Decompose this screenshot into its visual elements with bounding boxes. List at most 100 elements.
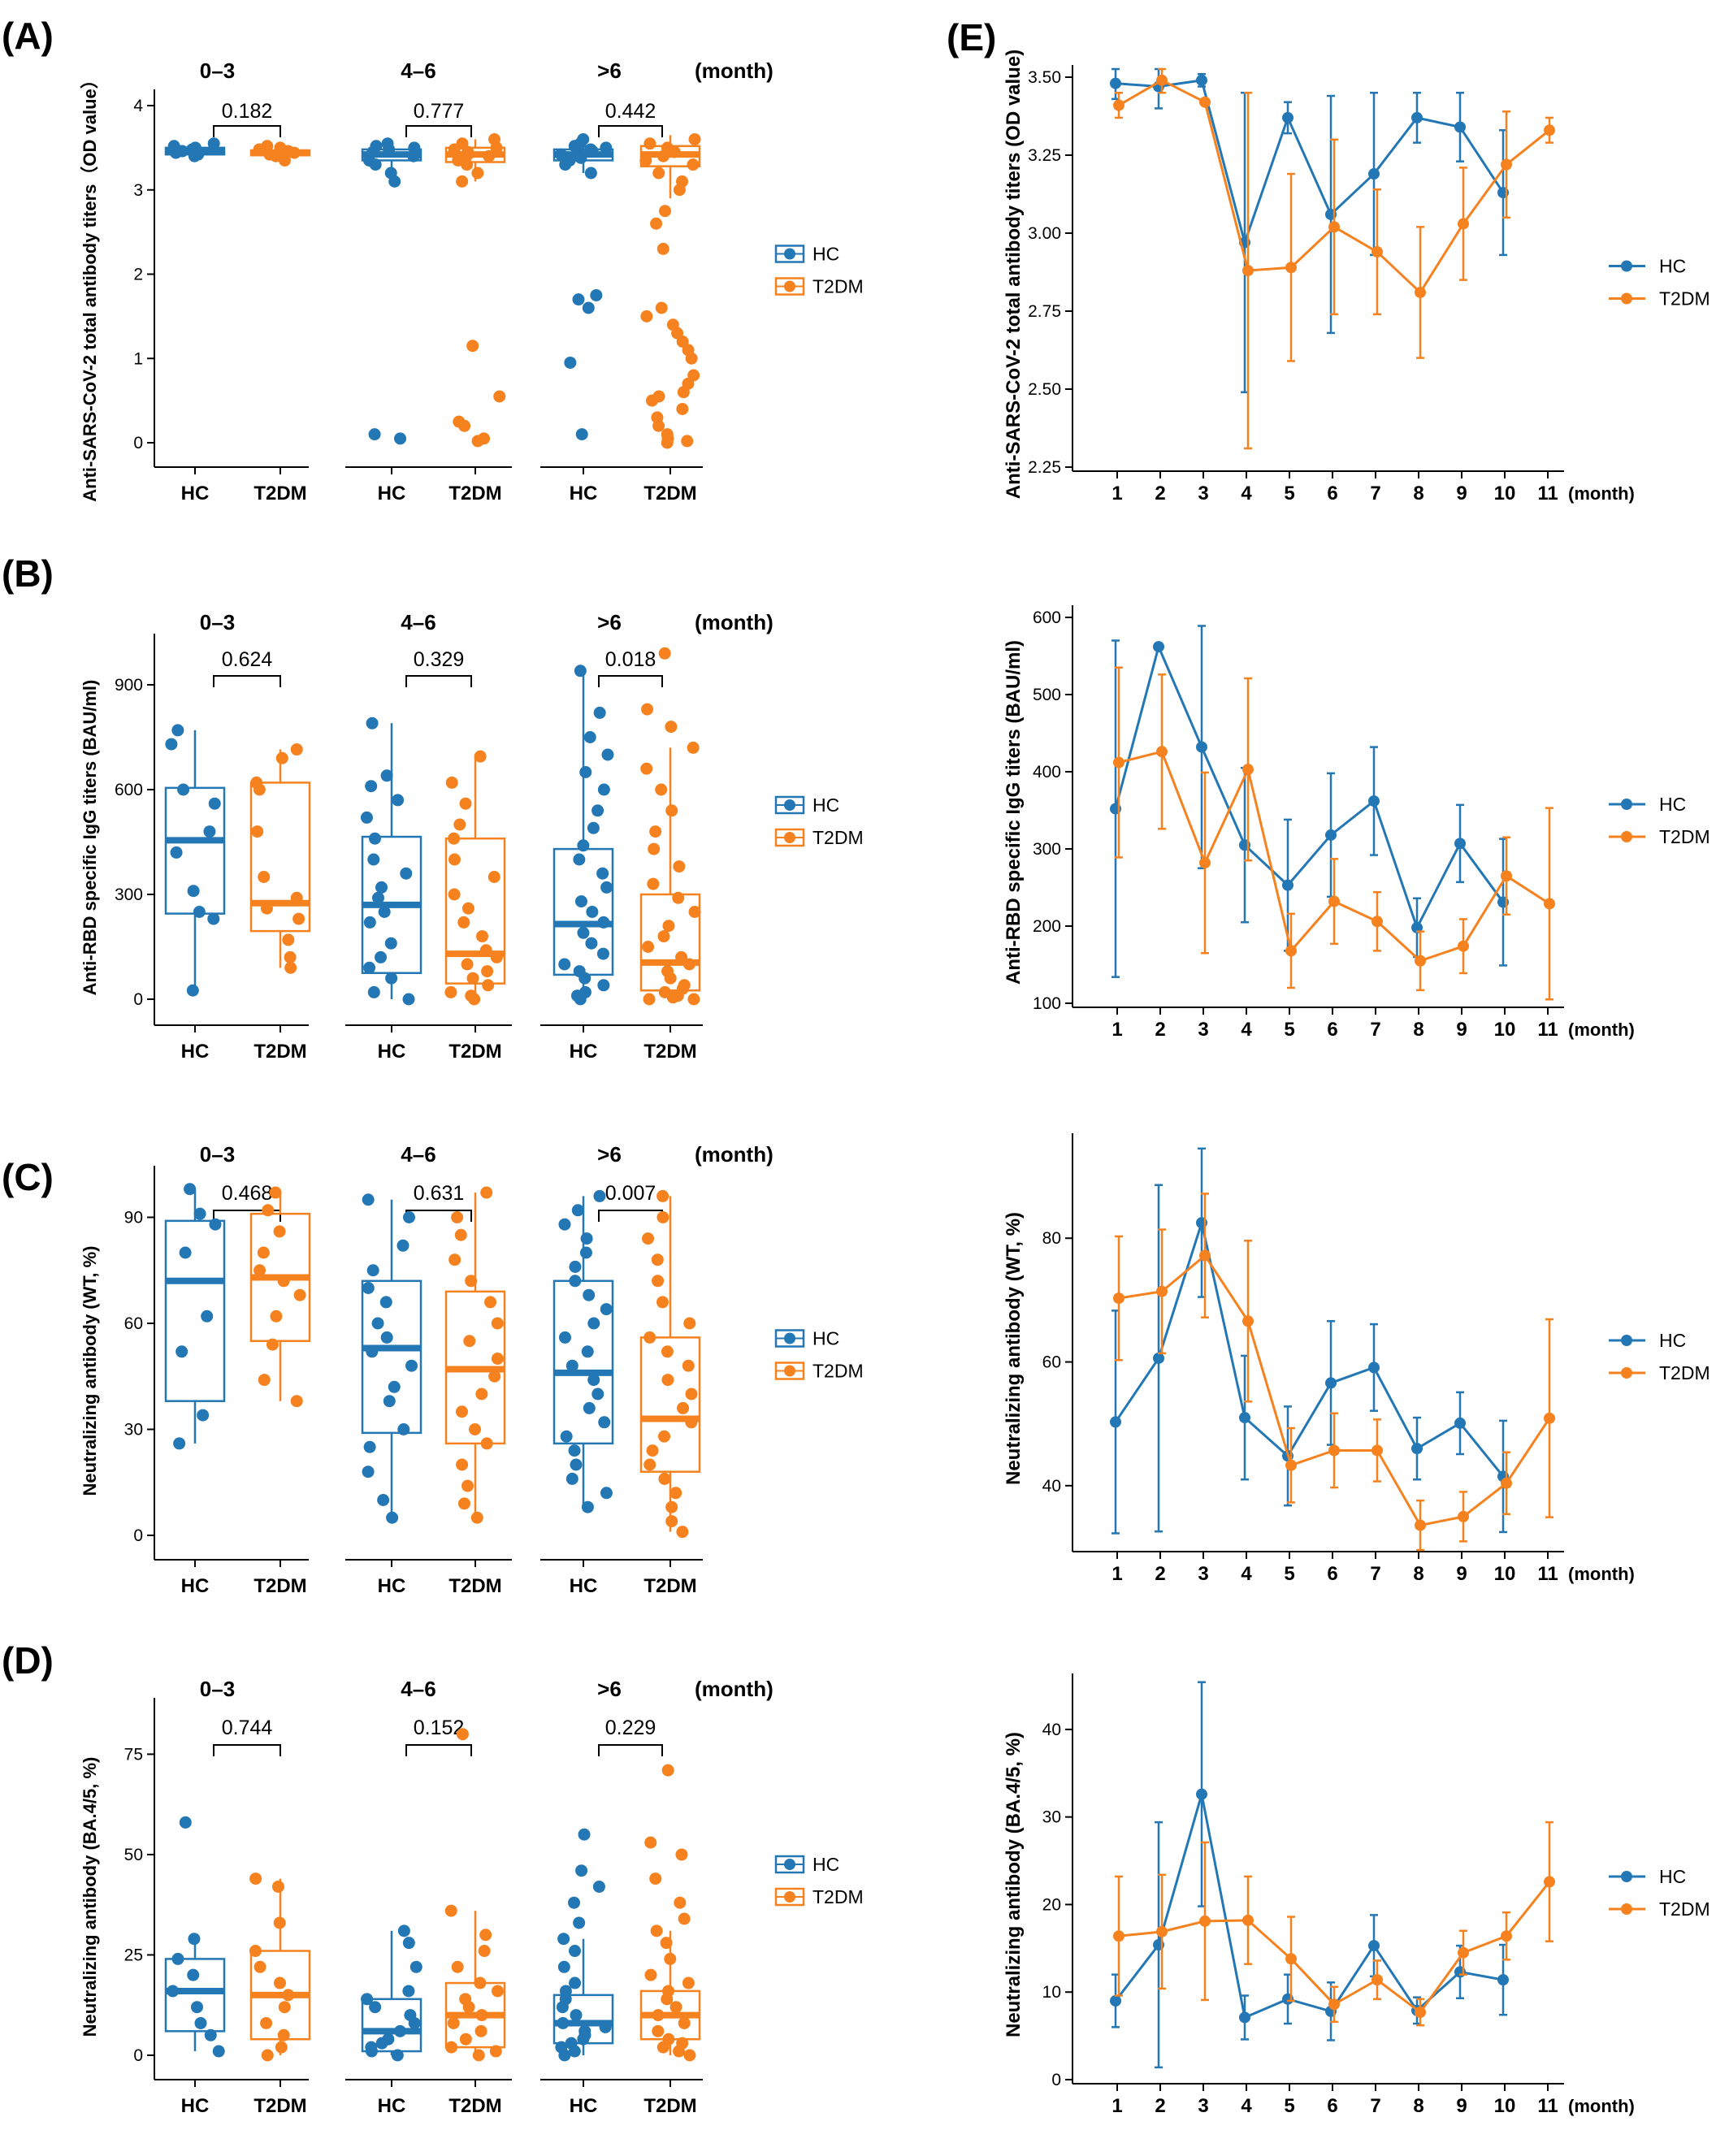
- series-point: [1454, 121, 1466, 133]
- x-category-label: T2DM: [448, 1041, 501, 1063]
- data-point: [209, 1218, 222, 1231]
- data-point: [488, 871, 500, 883]
- series-point: [1372, 1974, 1383, 1986]
- data-point: [558, 1218, 571, 1231]
- data-point: [481, 965, 494, 978]
- data-point: [375, 881, 388, 894]
- series-point: [1368, 1940, 1380, 1952]
- data-point: [258, 1374, 271, 1387]
- data-point: [656, 242, 670, 255]
- series-point: [1325, 1377, 1337, 1389]
- legend-swatch-dot: [784, 1332, 795, 1344]
- series-point: [1325, 829, 1337, 841]
- data-point: [644, 137, 656, 150]
- data-point: [474, 750, 487, 763]
- y-axis-label: Neutralizing antibody (BA.4/5, %): [1003, 1732, 1025, 2037]
- data-point: [369, 2001, 382, 2014]
- data-point: [678, 1912, 691, 1925]
- data-point: [674, 1896, 687, 1909]
- y-tick-label: 60: [124, 1314, 143, 1333]
- group-label: 4–6: [401, 1677, 436, 1701]
- legend-label: HC: [812, 794, 839, 816]
- data-point: [600, 1303, 613, 1316]
- x-tick-label: 1: [1112, 1019, 1122, 1041]
- data-point: [640, 310, 653, 323]
- y-tick-label: 300: [1033, 840, 1061, 859]
- series-point: [1501, 1477, 1512, 1489]
- data-point: [592, 1880, 605, 1893]
- data-point: [203, 825, 216, 838]
- data-point: [574, 665, 587, 678]
- data-point: [662, 1985, 675, 1998]
- series-point: [1372, 246, 1383, 258]
- data-point: [362, 1282, 375, 1294]
- data-point: [569, 1275, 582, 1288]
- x-category-label: HC: [570, 2095, 598, 2117]
- p-value: 0.007: [605, 1182, 656, 1205]
- data-point: [665, 721, 678, 734]
- series-point: [1544, 898, 1555, 910]
- line-panel-E4: 0 10 20 30 40 1 2 3 4 5 6 7 8 9 10 11 (month) Neutralizin…: [1003, 1673, 1710, 2117]
- x-category-label: HC: [570, 1575, 598, 1597]
- x-category-label: HC: [181, 2095, 210, 2117]
- month-label: (month): [1568, 2096, 1635, 2116]
- series-point: [1372, 1444, 1383, 1457]
- series-point: [1113, 756, 1124, 768]
- data-point: [565, 2037, 578, 2050]
- legend-swatch-dot: [784, 1891, 795, 1903]
- data-point: [581, 1500, 594, 1513]
- data-point: [661, 428, 674, 441]
- series-point: [1328, 895, 1340, 907]
- data-point: [577, 839, 590, 852]
- series-line-hc: [1114, 643, 1505, 931]
- series-point: [1415, 2007, 1426, 2019]
- x-tick-label: 10: [1494, 2095, 1516, 2117]
- data-point: [171, 724, 184, 737]
- x-tick-label: 6: [1327, 483, 1337, 504]
- data-point: [453, 818, 466, 831]
- p-value: 0.229: [605, 1717, 656, 1739]
- series-point: [1285, 945, 1297, 957]
- x-category-label: T2DM: [644, 483, 696, 504]
- data-point: [655, 301, 668, 314]
- data-point: [661, 1345, 674, 1358]
- x-tick-label: 4: [1241, 1019, 1252, 1041]
- p-bracket: [598, 675, 663, 687]
- y-tick-label: 25: [124, 1946, 143, 1964]
- x-tick-label: 9: [1456, 1563, 1467, 1585]
- p-value: 0.468: [222, 1182, 273, 1205]
- group-label: 0–3: [200, 610, 235, 634]
- data-point: [577, 926, 590, 939]
- series-point: [1497, 1974, 1509, 1986]
- legend-dot: [1621, 1871, 1632, 1882]
- data-point: [254, 1264, 266, 1277]
- x-category-label: T2DM: [644, 1041, 696, 1063]
- data-point: [600, 1487, 613, 1500]
- legend-label: T2DM: [1659, 1898, 1710, 1920]
- data-point: [261, 2049, 274, 2062]
- data-point: [365, 2041, 378, 2054]
- x-tick-label: 10: [1494, 1563, 1516, 1585]
- data-point: [665, 1500, 678, 1513]
- y-tick-label: 75: [124, 1745, 143, 1764]
- series-point: [1415, 1519, 1426, 1531]
- series-point: [1110, 77, 1121, 89]
- data-point: [179, 1816, 192, 1829]
- panel-letter: (D): [2, 1639, 54, 1682]
- data-point: [386, 1511, 399, 1524]
- data-point: [273, 1916, 286, 1929]
- series-point: [1458, 1946, 1469, 1959]
- series-point: [1196, 741, 1207, 753]
- data-point: [681, 435, 694, 448]
- x-category-label: T2DM: [448, 483, 501, 504]
- x-category-label: HC: [181, 1575, 210, 1597]
- data-point: [275, 751, 288, 764]
- box-iqr: [361, 1279, 422, 1435]
- data-point: [379, 1296, 392, 1309]
- y-tick-label: 1: [133, 349, 143, 368]
- data-point: [661, 1764, 674, 1777]
- data-point: [254, 1960, 266, 1973]
- legend-swatch-dot: [784, 832, 795, 843]
- series-point: [1199, 857, 1211, 869]
- x-tick-label: 11: [1537, 1019, 1558, 1041]
